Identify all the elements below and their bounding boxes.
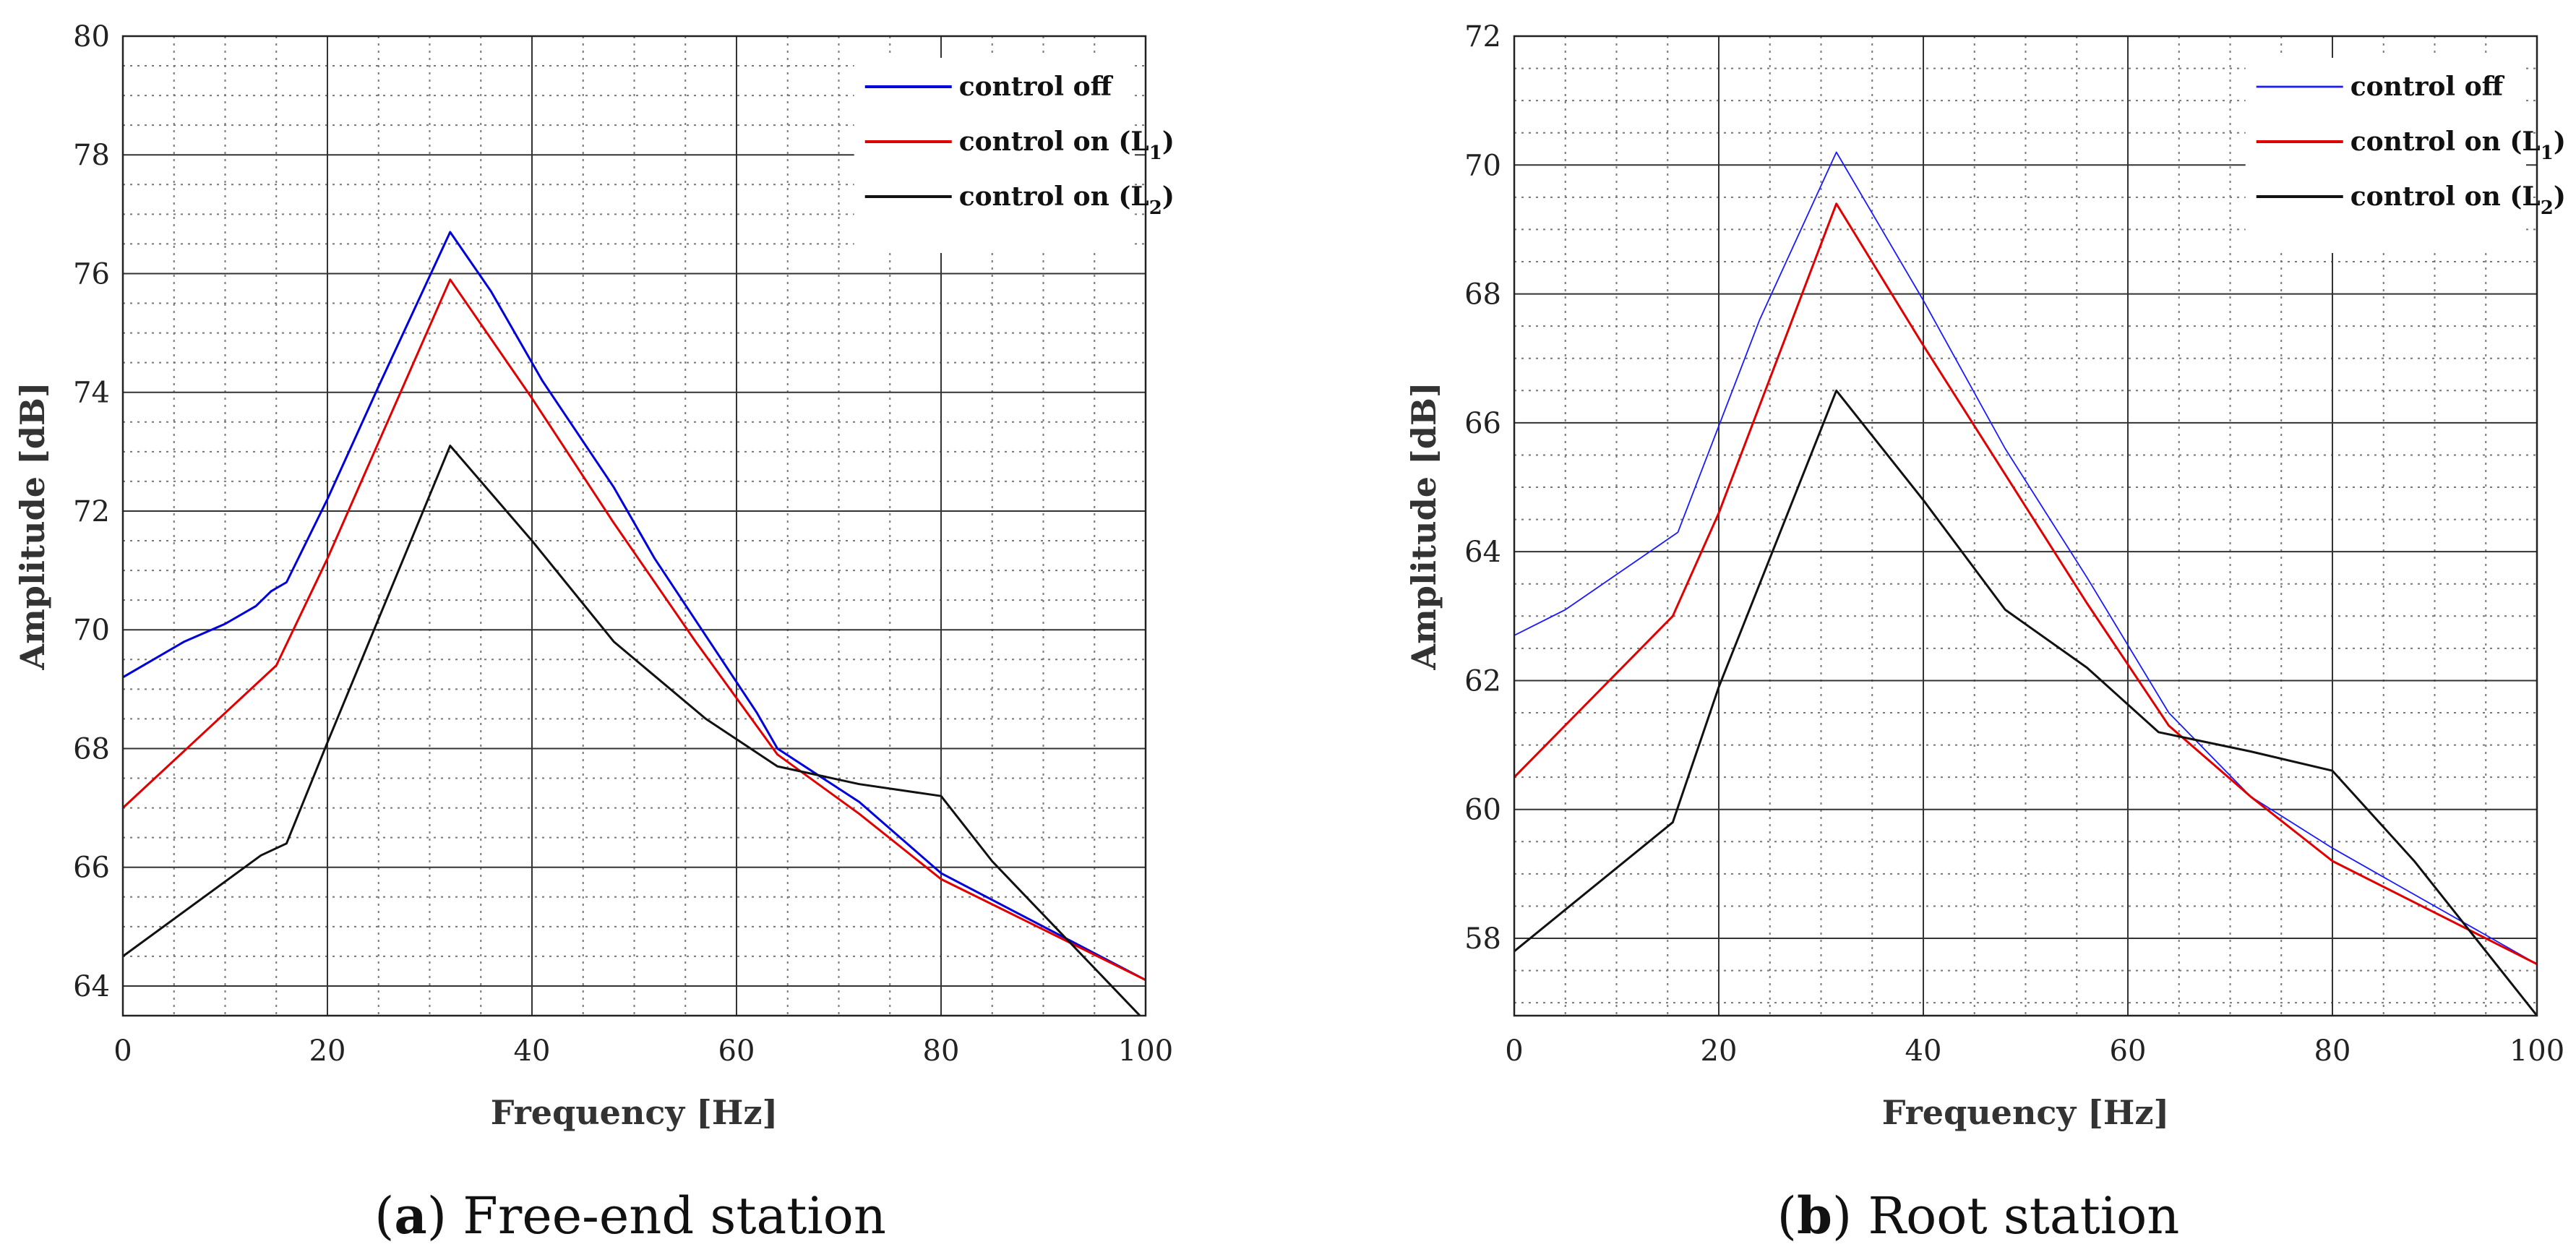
caption-b-text: Root station xyxy=(1852,1186,2180,1246)
legend-label-2: control on (L1) xyxy=(2350,127,2566,164)
x-tick-label: 80 xyxy=(2314,1034,2351,1068)
x-tick-label: 20 xyxy=(309,1034,346,1068)
y-tick-label: 70 xyxy=(1464,149,1501,182)
x-tick-label: 40 xyxy=(514,1034,551,1068)
y-tick-label: 76 xyxy=(73,257,110,291)
y-tick-label: 62 xyxy=(1464,664,1501,698)
axes-frame xyxy=(1513,35,2538,1017)
y-tick-label: 66 xyxy=(73,852,110,885)
caption-b: (b) Root station xyxy=(1777,1186,2180,1246)
x-axis-title: Frequency [Hz] xyxy=(491,1093,778,1132)
y-tick-label: 72 xyxy=(73,495,110,528)
y-tick-label: 70 xyxy=(73,614,110,647)
y-axis-title: Amplitude [dB] xyxy=(1404,382,1443,670)
x-tick-label: 0 xyxy=(113,1034,132,1068)
x-axis-title: Frequency [Hz] xyxy=(1882,1093,2170,1132)
x-tick-label: 80 xyxy=(923,1034,960,1068)
legend-label-1: control off xyxy=(2350,72,2505,102)
series-line-2 xyxy=(123,278,1146,982)
y-tick-label: 68 xyxy=(73,732,110,766)
caption-a-text: Free-end station xyxy=(447,1186,886,1246)
series-line-2 xyxy=(1514,202,2537,966)
y-tick-label: 72 xyxy=(1464,20,1501,53)
legend-box xyxy=(854,58,1135,253)
y-tick-label: 80 xyxy=(73,20,110,53)
x-tick-label: 60 xyxy=(2110,1034,2147,1068)
y-tick-label: 64 xyxy=(1464,536,1501,569)
x-tick-label: 100 xyxy=(2510,1034,2564,1068)
y-tick-label: 74 xyxy=(73,377,110,410)
chart-panel-b: 0 20 40 60 80 100 58 60 62 64 66 68 70 72 Frequency [H… xyxy=(1404,20,2566,1132)
y-tick-label: 58 xyxy=(1464,922,1501,956)
legend-label-3: control on (L2) xyxy=(2350,181,2566,219)
y-tick-label: 78 xyxy=(73,139,110,172)
y-tick-label: 68 xyxy=(1464,278,1501,312)
y-tick-label: 66 xyxy=(1464,407,1501,440)
caption-a: (a) Free-end station xyxy=(374,1186,886,1246)
caption-a-letter: a xyxy=(394,1186,427,1246)
x-tick-label: 20 xyxy=(1701,1034,1738,1068)
y-axis-title: Amplitude [dB] xyxy=(13,382,52,670)
x-tick-label: 60 xyxy=(718,1034,755,1068)
series-line-1 xyxy=(123,231,1146,982)
legend-label-3: control on (L2) xyxy=(959,181,1175,219)
legend-box xyxy=(2245,58,2526,253)
chart-panel-a: 0 20 40 60 80 100 64 66 68 70 72 74 76 78 80 Frequency … xyxy=(13,20,1175,1132)
series-line-3 xyxy=(123,445,1142,1016)
x-tick-label: 40 xyxy=(1905,1034,1942,1068)
axes-frame xyxy=(121,35,1147,1017)
series-line-3 xyxy=(1514,389,2537,1016)
x-tick-label: 100 xyxy=(1118,1034,1173,1068)
series-line-1 xyxy=(1514,151,2537,965)
y-tick-label: 60 xyxy=(1464,794,1501,827)
legend-label-1: control off xyxy=(959,72,1114,102)
caption-b-letter: b xyxy=(1796,1186,1832,1246)
y-tick-label: 64 xyxy=(73,970,110,1003)
legend-label-2: control on (L1) xyxy=(959,127,1175,164)
x-tick-label: 0 xyxy=(1505,1034,1523,1068)
